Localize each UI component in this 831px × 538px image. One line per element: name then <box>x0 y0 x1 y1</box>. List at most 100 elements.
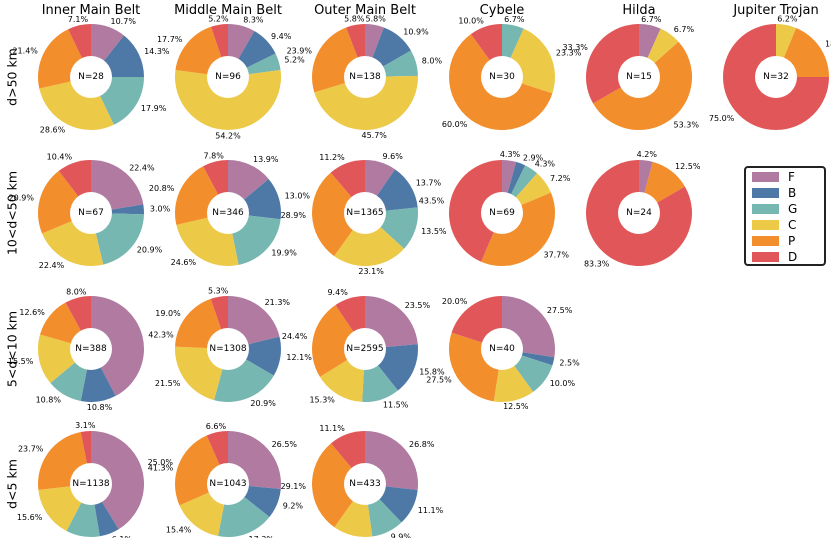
donut-hole <box>344 463 386 505</box>
donut-hole <box>207 328 249 370</box>
slice-label: 24.6% <box>171 258 197 267</box>
slice-label: 21.5% <box>155 379 181 388</box>
slice-label: 7.8% <box>204 151 225 160</box>
donut-6: 22.4% 3.0% 20.9% 22.4% 20.9% 10.4% N=67 <box>9 153 171 271</box>
donut-hole <box>207 192 249 234</box>
donut-hole <box>70 328 112 370</box>
sample-count-label: N=15 <box>626 72 652 82</box>
slice-C <box>314 75 419 130</box>
slice-label: 5.8% <box>344 15 365 24</box>
slice-label: 6.7% <box>641 15 662 24</box>
row-title: 10<d<50 km <box>5 171 20 255</box>
slice-label: 17.9% <box>141 104 167 113</box>
donut-16: 26.5% 9.2% 17.3% 15.4% 25.0% 6.6% N=1043 <box>148 422 304 538</box>
column-title: Inner Main Belt <box>42 3 141 18</box>
slice-P <box>312 172 365 257</box>
slice-label: 12.6% <box>19 308 45 317</box>
legend-swatch-B <box>752 188 779 198</box>
legend-swatch-C <box>752 220 779 230</box>
slice-label: 13.5% <box>421 227 447 236</box>
sample-count-label: N=138 <box>349 72 381 82</box>
slice-F <box>91 431 145 530</box>
slice-label: 11.2% <box>319 153 345 162</box>
sample-count-label: N=28 <box>78 72 104 82</box>
sample-count-label: N=24 <box>626 208 652 218</box>
slice-label: 15.3% <box>309 395 335 404</box>
slice-label: 21.3% <box>265 298 291 307</box>
sample-count-label: N=388 <box>75 344 107 354</box>
legend-label-P: P <box>788 234 795 248</box>
slice-label: 6.6% <box>206 422 227 431</box>
slice-label: 10.8% <box>87 403 113 412</box>
slice-label: 2.5% <box>559 358 580 367</box>
slice-label: 23.5% <box>405 301 431 310</box>
donut-8: 9.6% 13.7% 13.5% 23.1% 28.9% 11.2% N=1365 <box>281 152 447 276</box>
slice-label: 11.1% <box>418 506 444 515</box>
slice-label: 12.5% <box>675 162 701 171</box>
slice-label: 15.5% <box>8 357 34 366</box>
legend-label-B: B <box>788 186 796 200</box>
sample-count-label: N=40 <box>489 344 515 354</box>
sample-count-label: N=32 <box>763 72 789 82</box>
slice-label: 7.1% <box>68 15 89 24</box>
donut-15: 41.3%6.1%10.3%15.6%23.7%3.1%N=1138 <box>17 421 174 538</box>
legend-swatch-D <box>752 252 779 262</box>
slice-label: 6.2% <box>777 15 798 24</box>
donut-hole <box>481 56 523 98</box>
slice-label: 6.1% <box>112 535 133 538</box>
slice-label: 4.3% <box>535 159 556 168</box>
donut-hole <box>755 56 797 98</box>
donut-hole <box>70 192 112 234</box>
slice-label: 75.0% <box>709 114 735 123</box>
row-title: d>50 km <box>5 48 20 106</box>
slice-label: 6.7% <box>674 25 695 34</box>
slice-label: 10.0% <box>550 379 576 388</box>
sample-count-label: N=346 <box>212 208 244 218</box>
slice-label: 28.6% <box>40 126 66 135</box>
sample-count-label: N=2595 <box>346 344 383 354</box>
slice-label: 5.8% <box>366 15 387 24</box>
sample-count-label: N=96 <box>215 72 241 82</box>
column-title: Hilda <box>622 3 655 18</box>
slice-label: 45.7% <box>361 131 387 140</box>
slice-label: 14.3% <box>144 47 170 56</box>
slice-label: 3.1% <box>75 421 96 430</box>
donut-3: 6.7% 23.3% 60.0% 10.0% N=30 <box>442 15 582 130</box>
donut-2: 5.8% 10.9% 8.0% 45.7% 23.9% 5.8% N=138 <box>287 15 443 140</box>
sample-count-label: N=67 <box>78 208 104 218</box>
slice-label: 26.8% <box>409 440 435 449</box>
slice-label: 18.8% <box>825 40 831 49</box>
donut-7: 13.9% 13.0% 19.9% 24.6% 20.8% 7.8% N=346 <box>149 151 311 267</box>
slice-label: 17.7% <box>157 35 183 44</box>
sample-count-label: N=433 <box>349 479 380 489</box>
legend-label-F: F <box>788 170 795 184</box>
column-title: Middle Main Belt <box>174 3 282 18</box>
legend-swatch-G <box>752 204 779 214</box>
slice-label: 10.0% <box>458 16 484 25</box>
donut-hole <box>481 192 523 234</box>
slice-label: 5.2% <box>208 14 229 23</box>
donut-panels: 10.7% 14.3% 17.9% 28.6% 21.4% 7.1% N=28 8.3% 9.4… <box>8 14 831 538</box>
slice-label: 9.4% <box>327 288 348 297</box>
sample-count-label: N=69 <box>489 208 515 218</box>
slice-label: 53.3% <box>674 120 700 129</box>
slice-label: 21.4% <box>12 47 38 56</box>
slice-label: 19.9% <box>271 249 297 258</box>
donut-hole <box>618 56 660 98</box>
slice-label: 37.7% <box>544 250 570 259</box>
slice-label: 29.1% <box>281 482 307 491</box>
slice-label: 5.2% <box>284 55 305 64</box>
sample-count-label: N=1365 <box>346 208 383 218</box>
slice-label: 23.3% <box>556 49 582 58</box>
slice-label: 12.5% <box>503 402 529 411</box>
donut-13: 23.5% 15.8% 11.5% 15.3% 24.4% 9.4% N=2595 <box>282 288 445 410</box>
slice-label: 28.9% <box>281 211 307 220</box>
slice-label: 10.8% <box>36 395 62 404</box>
slice-label: 20.9% <box>137 246 163 255</box>
sample-count-label: N=1138 <box>72 479 109 489</box>
slice-P <box>481 192 556 267</box>
column-title: Jupiter Trojan <box>732 3 818 18</box>
slice-label: 8.3% <box>243 16 264 25</box>
